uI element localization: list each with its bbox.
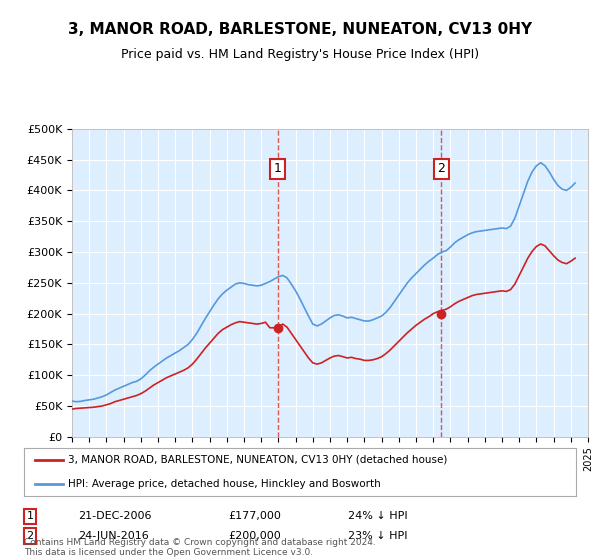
Text: 23% ↓ HPI: 23% ↓ HPI <box>348 531 407 541</box>
Text: 2: 2 <box>26 531 34 541</box>
Text: Price paid vs. HM Land Registry's House Price Index (HPI): Price paid vs. HM Land Registry's House … <box>121 48 479 60</box>
Text: 24-JUN-2016: 24-JUN-2016 <box>78 531 149 541</box>
Text: 24% ↓ HPI: 24% ↓ HPI <box>348 511 407 521</box>
Text: 1: 1 <box>26 511 34 521</box>
Text: £200,000: £200,000 <box>228 531 281 541</box>
Text: 3, MANOR ROAD, BARLESTONE, NUNEATON, CV13 0HY: 3, MANOR ROAD, BARLESTONE, NUNEATON, CV1… <box>68 22 532 38</box>
Text: 21-DEC-2006: 21-DEC-2006 <box>78 511 151 521</box>
Text: 1: 1 <box>274 162 281 175</box>
Text: £177,000: £177,000 <box>228 511 281 521</box>
Text: HPI: Average price, detached house, Hinckley and Bosworth: HPI: Average price, detached house, Hinc… <box>68 479 381 489</box>
Text: 3, MANOR ROAD, BARLESTONE, NUNEATON, CV13 0HY (detached house): 3, MANOR ROAD, BARLESTONE, NUNEATON, CV1… <box>68 455 448 465</box>
Text: 2: 2 <box>437 162 445 175</box>
Text: Contains HM Land Registry data © Crown copyright and database right 2024.
This d: Contains HM Land Registry data © Crown c… <box>24 538 376 557</box>
